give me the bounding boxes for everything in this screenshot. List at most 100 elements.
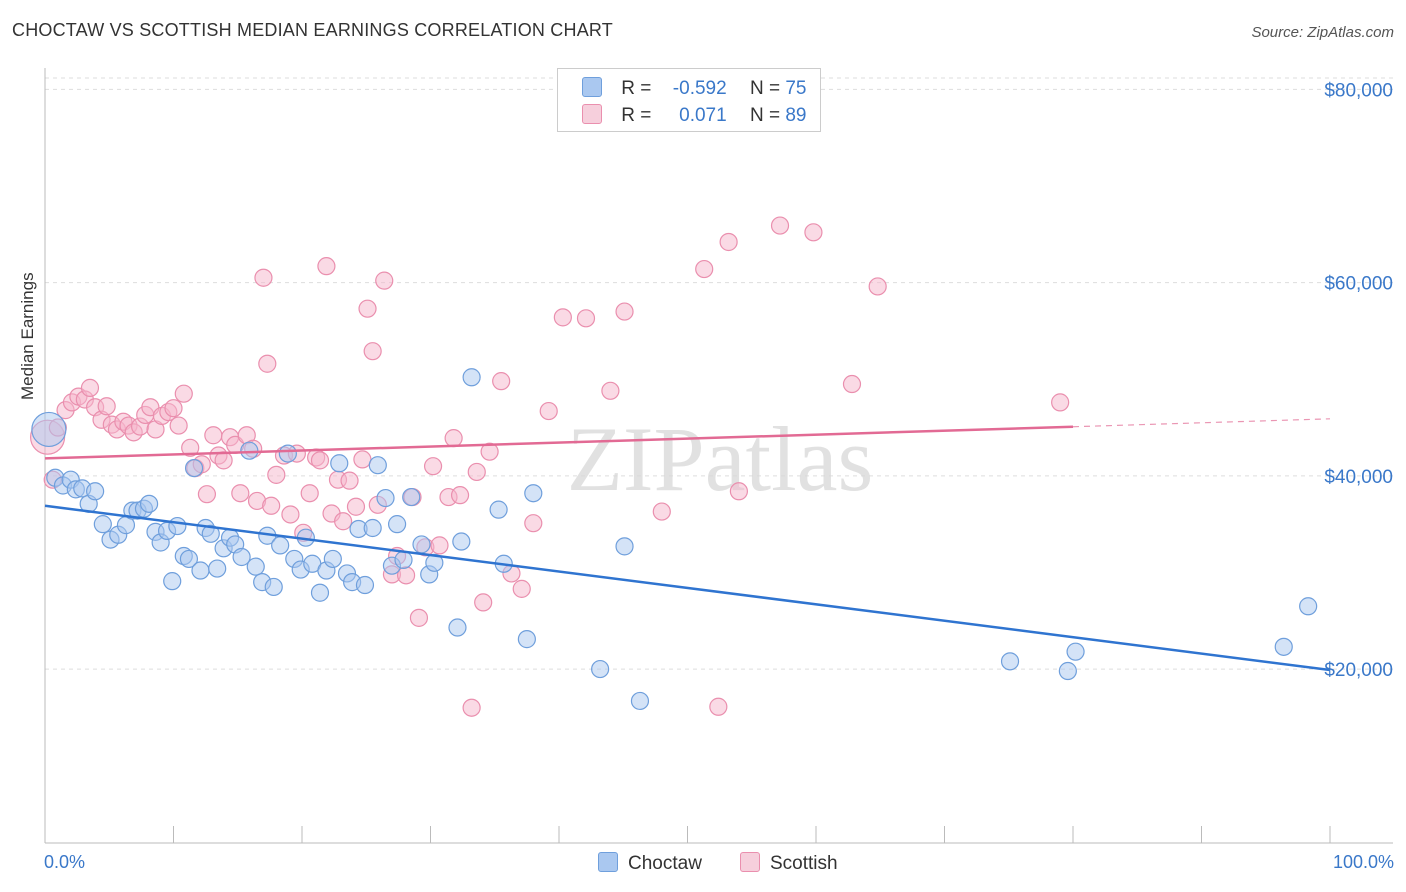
axes xyxy=(44,68,1393,844)
scottish-point xyxy=(375,271,394,290)
scottish-trend-line xyxy=(44,425,1074,460)
choctaw-point xyxy=(271,536,290,555)
scottish-point xyxy=(334,512,353,531)
choctaw-point xyxy=(278,444,297,463)
choctaw-point xyxy=(517,630,536,649)
scottish-point xyxy=(353,450,372,469)
legend-r-label: R = xyxy=(621,105,652,126)
choctaw-point xyxy=(387,515,407,534)
scottish-point xyxy=(258,354,277,373)
scottish-point xyxy=(267,465,286,484)
scottish-swatch xyxy=(740,852,760,872)
choctaw-point xyxy=(452,532,471,551)
choctaw-point xyxy=(310,583,330,602)
scottish-point xyxy=(842,374,862,394)
scottish-point xyxy=(444,429,463,448)
choctaw-point xyxy=(184,458,204,478)
scottish-point xyxy=(804,223,823,242)
x-tick-label-max: 100.0% xyxy=(1332,852,1394,872)
source-label: Source: ZipAtlas.com xyxy=(1251,24,1394,41)
scottish-point xyxy=(214,451,233,470)
stats-legend: R = -0.592 N = 75 R = 0.071 N = 89 xyxy=(557,68,821,132)
choctaw-point xyxy=(376,488,395,508)
choctaw-point xyxy=(232,547,251,567)
choctaw-point xyxy=(1299,597,1318,616)
scottish-point xyxy=(197,485,217,504)
scottish-point xyxy=(462,698,481,717)
scottish-point xyxy=(652,502,671,521)
scottish-trend-line-extension xyxy=(1072,418,1331,428)
choctaw-point xyxy=(630,691,650,711)
scottish-point xyxy=(512,579,531,598)
scottish-swatch xyxy=(582,104,602,124)
choctaw-point xyxy=(425,553,444,572)
y-tick-label: $80,000 xyxy=(1324,80,1393,101)
scottish-point xyxy=(695,259,714,279)
choctaw-point xyxy=(615,537,634,556)
scottish-point xyxy=(281,505,300,524)
scottish-point xyxy=(553,308,572,327)
y-tick-label: $60,000 xyxy=(1324,274,1393,295)
choctaw-point xyxy=(191,561,210,580)
chart-title: CHOCTAW VS SCOTTISH MEDIAN EARNINGS CORR… xyxy=(12,20,613,40)
choctaw-point xyxy=(201,524,220,543)
legend-r-label: R = xyxy=(621,78,652,99)
choctaw-point xyxy=(489,500,508,519)
choctaw-point xyxy=(1274,637,1293,656)
scottish-point xyxy=(164,399,183,418)
scottish-point xyxy=(524,514,543,533)
scottish-point xyxy=(169,416,188,435)
series-legend-choctaw: Choctaw xyxy=(598,852,702,875)
choctaw-point xyxy=(139,494,159,513)
choctaw-point xyxy=(412,535,431,554)
scottish-point xyxy=(474,593,493,612)
choctaw-trend-line xyxy=(44,504,1331,672)
scottish-point xyxy=(346,497,366,516)
scottish-point xyxy=(358,299,377,318)
choctaw-swatch xyxy=(582,77,602,97)
choctaw-point xyxy=(93,515,112,534)
scottish-point xyxy=(363,342,382,361)
y-tick-label: $40,000 xyxy=(1324,467,1393,488)
watermark: ZIPatlas xyxy=(567,408,874,510)
choctaw-point xyxy=(363,518,382,538)
y-axis-label: Median Earnings xyxy=(18,272,37,400)
choctaw-point xyxy=(168,516,187,536)
scottish-point xyxy=(601,381,620,400)
scottish-point xyxy=(709,697,728,716)
scottish-point xyxy=(409,608,429,627)
scottish-point xyxy=(174,384,193,403)
grid-lines xyxy=(45,77,1393,670)
scottish-point xyxy=(310,451,330,470)
x-tick-label-min: 0.0% xyxy=(44,852,86,872)
scottish-point xyxy=(729,482,749,501)
choctaw-point xyxy=(264,577,283,597)
choctaw-point xyxy=(1058,661,1077,681)
series-legend-label: Choctaw xyxy=(628,853,702,874)
choctaw-point xyxy=(179,549,199,569)
legend-n-label: N = xyxy=(749,105,781,126)
legend-n-value-scottish: 89 xyxy=(785,105,807,126)
legend-n-value-choctaw: 75 xyxy=(785,78,807,99)
choctaw-point xyxy=(394,550,413,569)
scottish-point xyxy=(480,442,499,461)
scottish-points xyxy=(29,216,1070,717)
choctaw-point xyxy=(591,659,610,679)
choctaw-point xyxy=(163,572,182,591)
scottish-point xyxy=(539,401,558,421)
scottish-point xyxy=(300,484,319,503)
scottish-point xyxy=(340,471,359,490)
choctaw-point xyxy=(355,575,375,595)
legend-r-value-choctaw: -0.592 xyxy=(672,78,727,99)
scottish-point xyxy=(204,426,223,445)
series-legend: Choctaw Scottish xyxy=(0,852,1406,876)
scottish-point xyxy=(231,484,250,503)
series-legend-label: Scottish xyxy=(770,853,838,874)
choctaw-point xyxy=(448,618,467,637)
legend-row-choctaw: R = -0.592 N = 75 xyxy=(582,77,806,100)
scottish-point xyxy=(430,536,449,555)
scottish-point xyxy=(80,378,100,397)
scottish-point xyxy=(719,232,738,252)
trend-lines xyxy=(44,418,1331,672)
